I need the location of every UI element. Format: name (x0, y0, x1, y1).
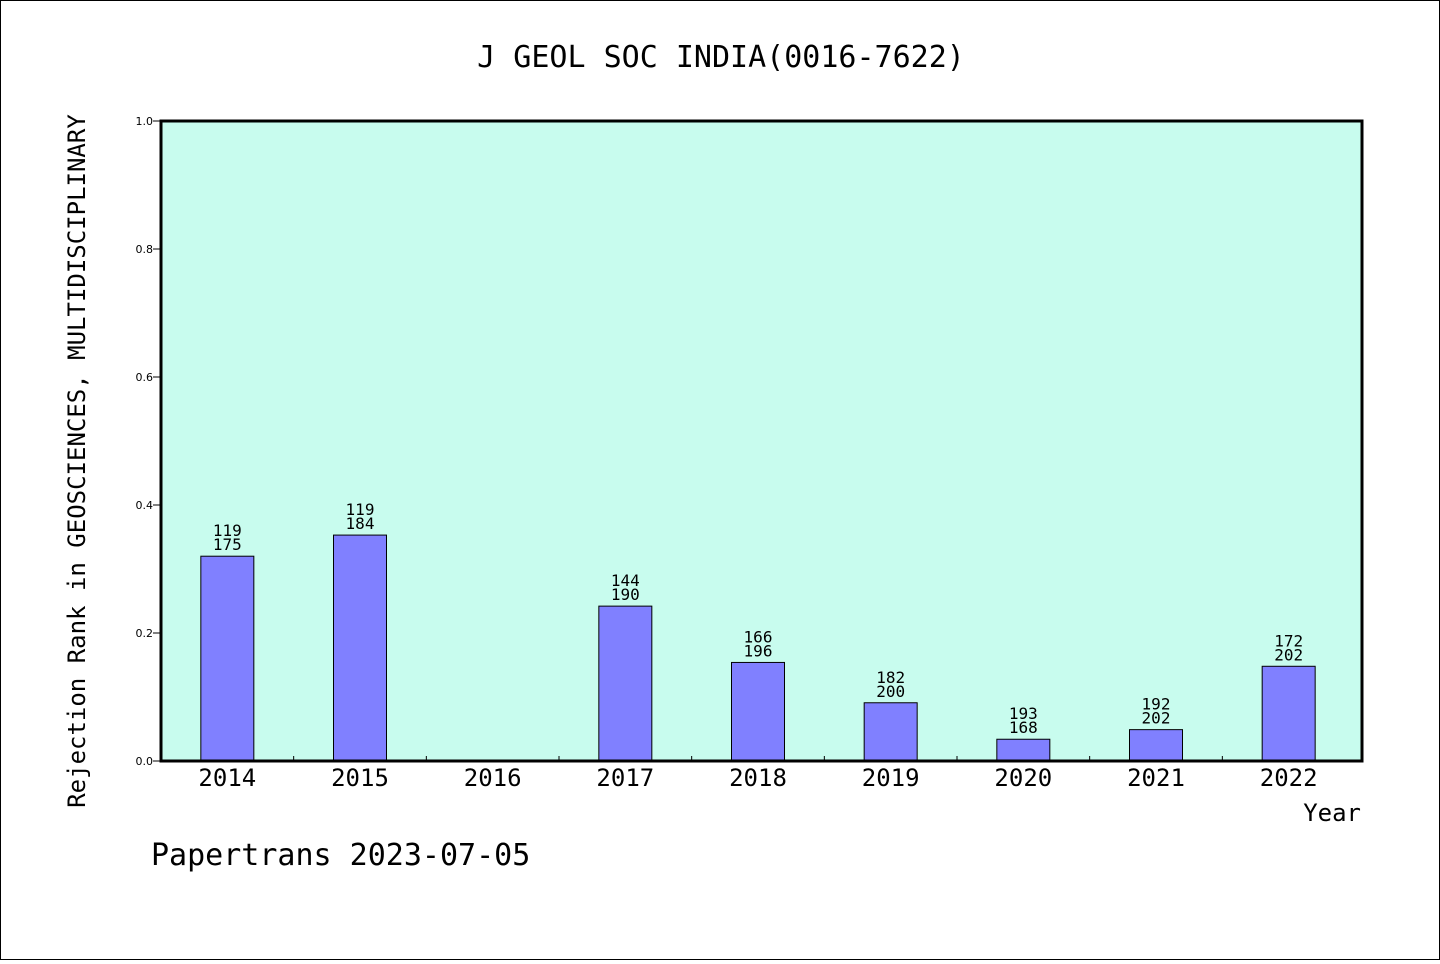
chart-title: J GEOL SOC INDIA(0016-7622) (477, 40, 965, 75)
bar-2020 (996, 738, 1051, 762)
bar-label-top: 119 (346, 500, 375, 519)
bar-label-bottom: 196 (744, 641, 773, 660)
bar-label-top: 166 (744, 627, 773, 646)
bar-label-bottom: 175 (213, 535, 242, 554)
x-tick-label: 2015 (331, 764, 389, 792)
bar-label-top: 182 (876, 668, 905, 687)
bar-label-top: 193 (1009, 704, 1038, 723)
bar-label-top: 172 (1274, 631, 1303, 650)
y-tick-label: 0.8 (136, 243, 154, 256)
y-tick-label: 0.6 (136, 371, 154, 384)
bar-label-bottom: 202 (1142, 709, 1171, 728)
bar-label-top: 192 (1142, 695, 1171, 714)
y-tick-label: 1.0 (136, 115, 154, 128)
x-tick-label: 2018 (729, 764, 787, 792)
bar-2017 (598, 605, 653, 762)
plot-border (159, 119, 1364, 763)
bar-2018 (731, 661, 785, 762)
x-tick-label: 2021 (1127, 764, 1185, 792)
credit-text: Papertrans 2023-07-05 (151, 838, 530, 873)
y-tick-label: 0.0 (136, 755, 154, 768)
y-tick-label: 0.4 (136, 499, 154, 512)
bar-2019 (863, 702, 918, 762)
bar-2021 (1129, 729, 1183, 762)
bar-2014 (200, 555, 255, 762)
bar-label-bottom: 184 (346, 514, 375, 533)
bar-label-top: 119 (213, 521, 242, 540)
x-tick-label: 2016 (464, 764, 522, 792)
x-tick-label: 2014 (198, 764, 256, 792)
bar-2022 (1261, 665, 1316, 762)
x-tick-label: 2019 (862, 764, 920, 792)
bar-label-bottom: 202 (1274, 645, 1303, 664)
bar-2015 (333, 534, 387, 762)
x-tick-label: 2020 (994, 764, 1052, 792)
x-tick-label: 2017 (596, 764, 654, 792)
y-tick-label: 0.2 (136, 627, 154, 640)
x-tick-label: 2022 (1260, 764, 1318, 792)
bar-label-bottom: 190 (611, 585, 640, 604)
x-axis-label: Year (1303, 799, 1361, 827)
bar-label-bottom: 200 (876, 682, 905, 701)
y-axis-label: Rejection Rank in GEOSCIENCES, MULTIDISC… (63, 114, 91, 808)
bar-label-top: 144 (611, 571, 640, 590)
bar-label-bottom: 168 (1009, 718, 1038, 737)
